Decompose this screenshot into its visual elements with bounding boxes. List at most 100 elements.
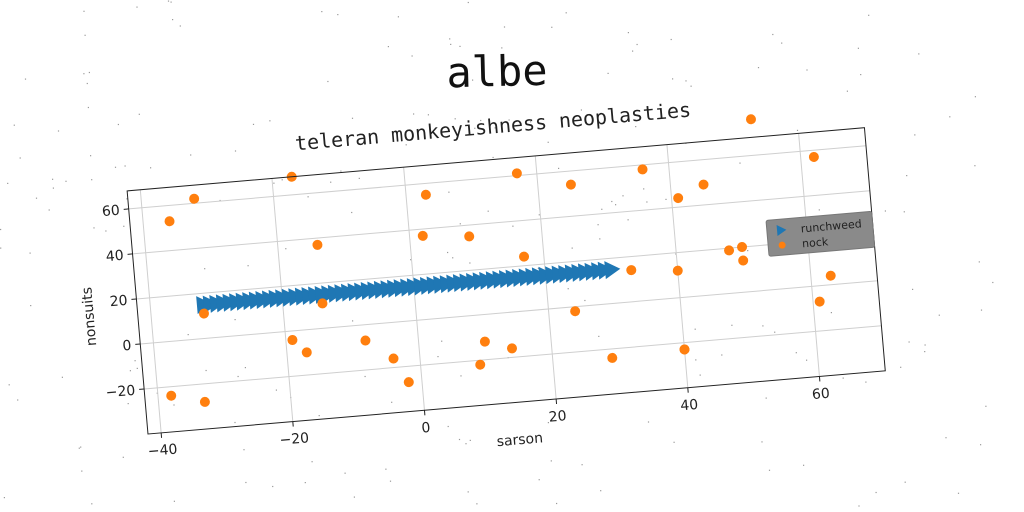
- background-speck: [924, 344, 926, 346]
- background-speck: [803, 464, 805, 466]
- background-speck: [627, 219, 629, 221]
- background-speck: [397, 16, 399, 18]
- background-speck: [538, 214, 540, 216]
- background-speck: [358, 177, 360, 179]
- background-speck: [13, 124, 15, 126]
- y-ticks: −20 0 20 40 60: [101, 203, 145, 401]
- background-speck: [114, 166, 117, 168]
- background-speck: [237, 375, 239, 378]
- background-speck: [512, 225, 514, 227]
- background-speck: [269, 120, 271, 122]
- x-axis-label: sarson: [496, 430, 544, 450]
- background-speck: [65, 180, 67, 182]
- legend-box: [765, 211, 876, 257]
- background-speck: [411, 55, 413, 57]
- background-speck: [150, 167, 152, 169]
- background-speck: [945, 437, 947, 439]
- background-speck: [980, 309, 983, 311]
- background-speck: [469, 262, 471, 264]
- background-speck: [7, 182, 9, 184]
- background-speck: [105, 230, 107, 232]
- background-speck: [88, 71, 90, 74]
- series-runchweed: [196, 261, 621, 315]
- background-speck: [772, 33, 774, 36]
- background-speck: [179, 25, 181, 27]
- background-speck: [170, 1, 172, 3]
- x-tick-label: −20: [279, 430, 310, 448]
- nock-point: [166, 390, 177, 401]
- background-speck: [912, 288, 914, 290]
- nock-point: [417, 230, 428, 241]
- background-speck: [858, 505, 860, 507]
- background-speck: [450, 43, 452, 45]
- background-speck: [761, 441, 763, 443]
- nock-point: [570, 306, 581, 317]
- background-speck: [860, 74, 862, 76]
- background-speck: [924, 351, 926, 353]
- background-speck: [615, 204, 617, 206]
- y-tick-label: 60: [101, 203, 120, 220]
- background-speck: [337, 14, 339, 16]
- background-speck: [122, 456, 124, 458]
- legend-label-nock: nock: [802, 235, 830, 250]
- background-speck: [607, 72, 609, 74]
- background-speck: [795, 352, 797, 354]
- background-speck: [219, 199, 221, 202]
- background-speck: [747, 250, 749, 252]
- background-speck: [547, 141, 549, 143]
- background-speck: [167, 0, 170, 2]
- background-speck: [600, 490, 602, 492]
- background-speck: [884, 210, 886, 212]
- x-tick-label: 0: [421, 420, 431, 437]
- nock-point: [565, 179, 576, 190]
- nock-point: [312, 239, 323, 250]
- background-speck: [19, 157, 21, 159]
- background-speck: [243, 449, 245, 451]
- background-speck: [173, 500, 175, 502]
- background-speck: [690, 85, 692, 87]
- background-speck: [427, 114, 429, 116]
- background-speck: [875, 491, 877, 494]
- nock-point: [464, 231, 475, 242]
- background-speck: [508, 119, 510, 121]
- background-speck: [304, 482, 306, 484]
- background-speck: [611, 200, 613, 203]
- background-speck: [556, 502, 558, 505]
- background-speck: [245, 481, 247, 484]
- background-speck: [91, 179, 93, 181]
- x-tick-label: 60: [811, 386, 830, 403]
- background-speck: [643, 188, 645, 190]
- background-speck: [774, 331, 776, 333]
- background-speck: [244, 367, 246, 369]
- background-speck: [327, 80, 329, 83]
- background-speck: [307, 196, 309, 198]
- background-speck: [351, 211, 353, 214]
- background-speck: [447, 251, 449, 254]
- background-speck: [321, 11, 323, 13]
- background-speck: [387, 46, 389, 48]
- background-speck: [281, 179, 283, 181]
- figure-title: albe: [446, 46, 548, 98]
- background-speck: [530, 121, 532, 123]
- y-tick-label: −20: [105, 383, 136, 401]
- nock-point: [724, 245, 735, 256]
- background-speck: [472, 79, 474, 81]
- background-speck: [83, 73, 85, 75]
- background-speck: [8, 384, 10, 386]
- background-speck: [448, 191, 450, 193]
- nock-point: [388, 353, 399, 364]
- background-speck: [781, 42, 783, 44]
- background-speck: [739, 162, 741, 164]
- grid-line-y: [128, 145, 867, 210]
- background-speck: [234, 319, 236, 321]
- x-tick-label: −40: [147, 442, 178, 460]
- background-speck: [129, 370, 131, 372]
- nock-point: [420, 189, 431, 200]
- background-speck: [551, 26, 553, 28]
- background-speck: [252, 123, 255, 125]
- background-speck: [460, 375, 462, 377]
- legend-marker-nock: [778, 241, 786, 249]
- nock-point: [360, 335, 371, 346]
- background-speck: [547, 422, 549, 424]
- background-speck: [868, 14, 870, 16]
